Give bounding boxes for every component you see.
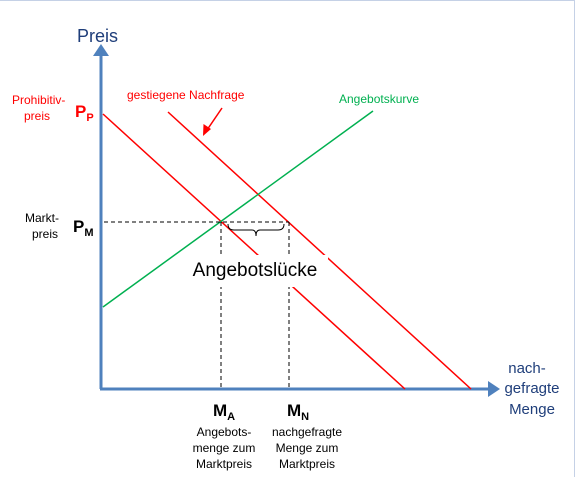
- markt-label-line1: Markt-: [25, 211, 59, 225]
- supply-gap-label: Angebotslücke: [192, 260, 318, 281]
- mn-desc-line2: Menge zum: [276, 441, 339, 455]
- gap-label-background: [182, 255, 328, 287]
- increased-demand-label: gestiegene Nachfrage: [127, 88, 245, 102]
- x-axis-arrow: [488, 381, 500, 397]
- ma-desc-line3: Marktpreis: [196, 457, 252, 471]
- prohibitiv-label-line1: Prohibitiv-: [12, 93, 65, 107]
- prohibitiv-label-line2: preis: [24, 109, 50, 123]
- mn-desc-line3: Marktpreis: [279, 457, 335, 471]
- mn-desc-line1: nachgefragte: [272, 425, 342, 439]
- demand-pointer-arrowhead: [203, 124, 211, 136]
- ma-desc-line2: menge zum: [193, 441, 256, 455]
- markt-label-line2: preis: [32, 227, 58, 241]
- supply-curve: [102, 110, 374, 308]
- x-axis-label-line2: gefragte: [504, 380, 559, 397]
- increased-demand-curve: [167, 111, 472, 390]
- x-axis-label-line1: nach-: [508, 360, 546, 377]
- gap-bracket: [227, 223, 285, 237]
- y-axis-label: Preis: [77, 26, 118, 46]
- demand-pointer-line: [206, 107, 223, 131]
- supply-curve-label: Angebotskurve: [339, 92, 419, 106]
- x-axis-label-line3: Menge: [509, 401, 555, 418]
- mn-label: MN: [287, 401, 309, 423]
- pm-label: PM: [73, 217, 94, 239]
- pp-label: PP: [75, 102, 94, 124]
- y-axis-arrow: [93, 44, 109, 56]
- ma-label: MA: [213, 401, 235, 423]
- demand-curve: [102, 113, 406, 390]
- ma-desc-line1: Angebots-: [197, 425, 252, 439]
